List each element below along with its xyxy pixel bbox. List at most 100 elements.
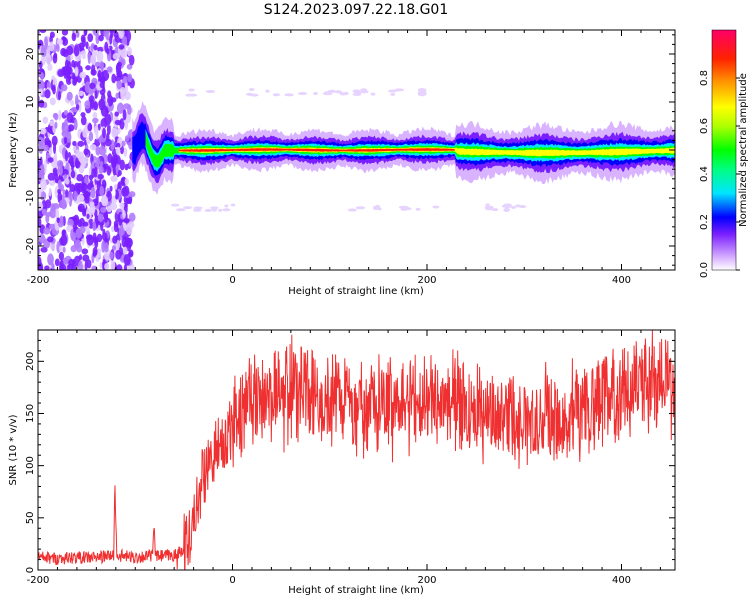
spectrogram-noise-cell: [73, 190, 78, 202]
spectrogram-noise-cell: [78, 164, 85, 174]
spectrogram-noise-cell: [81, 183, 88, 192]
colorbar-label: Normalized spectral amplitude: [738, 73, 749, 227]
spectrogram-noise-cell: [40, 178, 47, 191]
spectrogram-noise-cell: [99, 185, 105, 197]
spectrogram-noise-cell: [39, 164, 45, 177]
spectrogram-sideband-lower: [230, 203, 236, 207]
spectrogram-sideband-lower: [204, 208, 212, 212]
spectrogram-noise-cell: [88, 174, 94, 181]
spectrogram-sideband-upper: [248, 88, 255, 92]
spectrogram-x-ticks: -200 0 200 400: [27, 30, 661, 286]
spectrogram-noise-cell: [78, 254, 83, 261]
spectrogram-noise-cell: [122, 246, 128, 255]
spectrogram-noise-cell: [77, 101, 82, 113]
snr-series-line: [38, 330, 675, 570]
spectrogram-noise-cell: [118, 44, 125, 50]
colorbar: 0.0 0.2 0.4 0.6 0.8 Normalized spectral ampl…: [699, 29, 749, 278]
spectrogram-x-axis-label: Height of straight line (km): [288, 286, 424, 297]
spectrogram-noise-cell: [101, 179, 107, 188]
colorbar-tick-label: 0.6: [699, 118, 710, 134]
spectrogram-noise-cell: [68, 258, 75, 266]
spectrogram-sideband-upper: [339, 92, 347, 96]
spectrogram-noise-cell: [122, 185, 130, 197]
spectrogram-noise-cell: [77, 260, 83, 270]
snr-x-ticks: -200 0 200 400: [27, 330, 661, 586]
spectrogram-sideband-lower: [503, 207, 511, 211]
spectrogram-noise-cell: [42, 116, 49, 124]
spectrogram-noise-cell: [121, 35, 128, 46]
spectrogram-noise-cell: [80, 50, 87, 56]
spectrogram-sideband-lower: [224, 204, 229, 208]
spectrogram-noise-cell: [58, 109, 62, 121]
spectrogram-sideband-upper: [272, 93, 281, 97]
spectrogram-noise-cell: [89, 82, 96, 90]
spectrogram-noise-cell: [115, 92, 120, 100]
spectrogram-noise-cell: [109, 251, 114, 260]
spectrogram-noise-cell: [60, 234, 68, 246]
y-tick-label: 10: [25, 96, 36, 109]
spectrogram-noise-cell: [55, 208, 60, 220]
spectrogram-sideband-lower: [211, 208, 218, 212]
spectrogram-noise-cell: [86, 227, 91, 237]
spectrogram-sideband-upper: [323, 91, 331, 95]
spectrogram-noise-cell: [97, 123, 101, 131]
spectrogram-noise-cell: [59, 165, 63, 176]
spectrogram-noise-cell: [106, 47, 110, 55]
spectrogram-noise-cell: [38, 143, 44, 154]
spectrogram-noise-cell: [63, 136, 68, 145]
spectrogram-noise-cell: [93, 44, 98, 51]
spectrogram-sideband-lower: [484, 205, 494, 209]
spectrogram-noise-cell: [66, 91, 73, 101]
spectrogram-noise-cell: [59, 263, 67, 270]
spectrogram-sideband-lower: [192, 208, 202, 212]
spectrogram-noise-cell: [83, 148, 89, 156]
spectrogram-noise-cell: [79, 206, 83, 212]
spectrogram-noise-cell: [44, 89, 51, 99]
spectrogram-noise-cell: [84, 260, 88, 270]
y-tick-label: -20: [25, 238, 36, 254]
spectrogram-noise-cell: [49, 120, 55, 127]
spectrogram-noise-cell: [71, 232, 77, 242]
x-tick-label: 200: [417, 575, 436, 586]
spectrogram-noise-cell: [101, 69, 110, 82]
spectrogram-noise-cell: [98, 34, 104, 42]
spectrogram-noise-cell: [110, 30, 114, 39]
spectrogram-noise-cell: [87, 33, 94, 43]
spectrogram-noise-cell: [114, 111, 119, 117]
spectrogram-noise-cell: [38, 201, 44, 211]
spectrogram-noise-cell: [94, 90, 98, 100]
spectrogram-noise-cell: [113, 183, 118, 190]
spectrogram-noise-cell: [92, 246, 98, 257]
spectrogram-noise-cell: [45, 54, 52, 65]
spectrogram-noise-cell: [128, 191, 136, 198]
spectrogram-noise-cell: [106, 205, 112, 213]
spectrogram-noise-cell: [97, 173, 104, 180]
spectrogram-noise-cell: [38, 262, 44, 270]
spectrogram-noise-cell: [98, 98, 106, 111]
spectrogram-noise-cell: [41, 208, 47, 215]
spectrogram-sideband-lower: [515, 204, 522, 208]
spectrogram-noise-cell: [104, 138, 112, 147]
y-tick-label: -10: [25, 190, 36, 206]
spectrogram-noise-cell: [112, 52, 120, 60]
spectrogram-noise-cell: [95, 32, 100, 45]
spectrogram-noise-cell: [69, 155, 74, 167]
spectrogram-noise-cell: [56, 43, 60, 53]
spectrogram-noise-cell: [127, 104, 132, 116]
spectrogram-noise-cell: [44, 211, 53, 217]
spectrogram-noise-cell: [120, 176, 127, 187]
spectrogram-noise-cell: [94, 166, 98, 178]
spectrogram-noise-cell: [71, 32, 77, 42]
spectrogram-noise-cell: [123, 254, 131, 266]
spectrogram-sideband-upper: [387, 89, 397, 93]
spectrogram-sideband-lower: [218, 208, 223, 212]
colorbar-gradient: [711, 29, 737, 271]
spectrogram-noise-cell: [89, 144, 97, 151]
spectrogram-noise-cell: [104, 242, 109, 253]
spectrogram-noise-cell: [44, 137, 50, 146]
spectrogram-noise-cell: [123, 263, 128, 270]
spectrogram-noise-cell: [80, 112, 86, 118]
spectrogram-noise-cell: [86, 213, 90, 219]
spectrogram-noise-cell: [89, 201, 95, 207]
